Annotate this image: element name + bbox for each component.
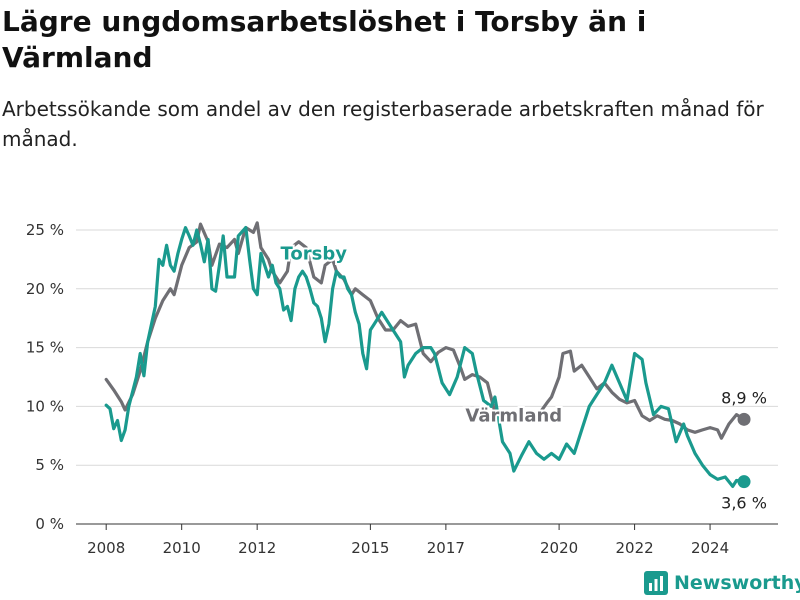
series-line-v-rmland (104, 221, 746, 440)
y-tick-label: 20 % (26, 280, 64, 298)
end-label-torsby: 3,6 % (721, 494, 767, 513)
x-tick-label: 2020 (540, 539, 578, 557)
bar-chart-icon (644, 571, 668, 595)
y-tick-label: 10 % (26, 397, 64, 415)
chart-title: Lägre ungdomsarbetslöshet i Torsby än i … (2, 5, 647, 74)
y-tick-label: 25 % (26, 221, 64, 239)
series-line-torsby (104, 226, 746, 488)
end-label-v-rmland: 8,9 % (721, 388, 767, 407)
y-tick-label: 0 % (35, 515, 64, 533)
brand-logo: Newsworthy (644, 568, 800, 598)
end-point-torsby (737, 475, 751, 489)
y-tick-label: 15 % (26, 339, 64, 357)
x-tick-label: 2008 (87, 539, 125, 557)
series-label-torsby: Torsby (281, 243, 348, 264)
end-point-v-rmland (737, 412, 751, 426)
x-tick-label: 2022 (615, 539, 653, 557)
x-tick-label: 2015 (351, 539, 389, 557)
brand-name: Newsworthy (674, 572, 800, 594)
x-tick-label: 2017 (427, 539, 465, 557)
y-tick-label: 5 % (35, 456, 64, 474)
x-tick-label: 2012 (238, 539, 276, 557)
x-tick-label: 2010 (163, 539, 201, 557)
chart-subtitle: Arbetssökande som andel av den registerb… (2, 97, 764, 151)
series-label-v-rmland: Värmland (465, 406, 562, 427)
x-tick-label: 2024 (691, 539, 729, 557)
